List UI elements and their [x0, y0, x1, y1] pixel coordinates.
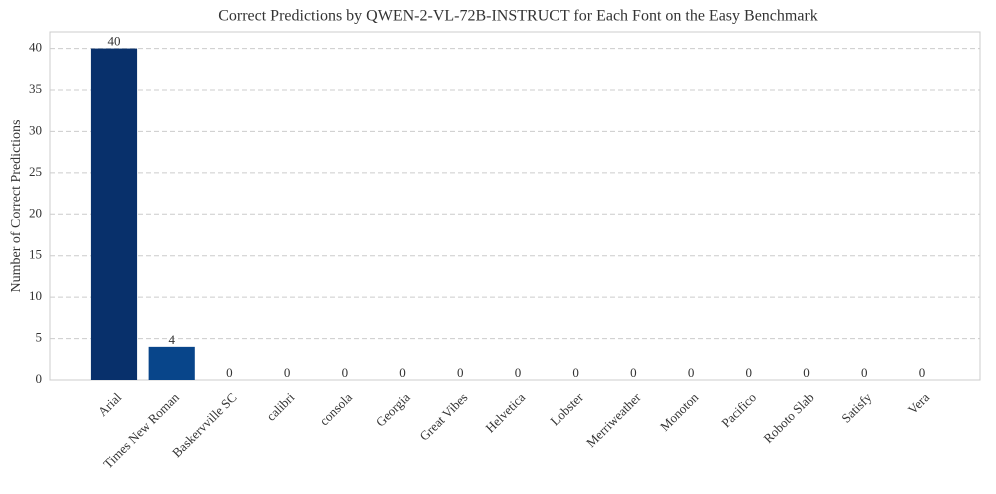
bar [148, 346, 195, 380]
y-tick-label: 30 [29, 122, 42, 137]
y-tick-label: 40 [29, 40, 42, 55]
x-tick-label: Vera [905, 389, 933, 417]
x-tick-label: Helvetica [482, 389, 528, 435]
y-tick-label: 15 [29, 247, 42, 262]
data-label: 0 [457, 365, 464, 380]
data-label: 0 [572, 365, 579, 380]
data-label: 0 [919, 365, 926, 380]
data-label: 0 [284, 365, 291, 380]
x-tick-label: Arial [95, 389, 125, 419]
y-tick-label: 0 [36, 371, 43, 386]
data-label: 0 [861, 365, 868, 380]
bar [90, 48, 138, 380]
x-tick-label: Pacifico [718, 390, 759, 431]
x-tick-label: Great Vibes [416, 390, 470, 444]
data-label: 0 [399, 365, 406, 380]
y-axis-label: Number of Correct Predictions [9, 119, 24, 292]
y-tick-label: 35 [29, 81, 42, 96]
data-label: 0 [630, 365, 637, 380]
data-label: 0 [803, 365, 810, 380]
data-label: 0 [746, 365, 753, 380]
data-label: 0 [515, 365, 522, 380]
chart-title: Correct Predictions by QWEN-2-VL-72B-INS… [218, 8, 818, 25]
data-label: 4 [168, 332, 175, 347]
x-tick-label: Georgia [373, 389, 413, 429]
y-tick-label: 5 [36, 330, 43, 345]
data-label: 0 [342, 365, 349, 380]
x-tick-label: consola [316, 389, 355, 428]
x-tick-label: calibri [263, 389, 297, 423]
y-tick-label: 25 [29, 164, 42, 179]
x-tick-label: Satisfy [838, 389, 874, 425]
data-label: 0 [226, 365, 233, 380]
data-label: 40 [108, 34, 121, 49]
plot-frame [49, 31, 981, 381]
y-tick-label: 10 [29, 288, 42, 303]
data-label: 0 [688, 365, 695, 380]
y-tick-label: 20 [29, 205, 42, 220]
x-tick-label: Lobster [547, 389, 586, 428]
x-tick-label: Roboto Slab [760, 390, 816, 446]
x-tick-label: Merriweather [583, 389, 644, 450]
x-tick-label: Monoton [657, 389, 702, 434]
